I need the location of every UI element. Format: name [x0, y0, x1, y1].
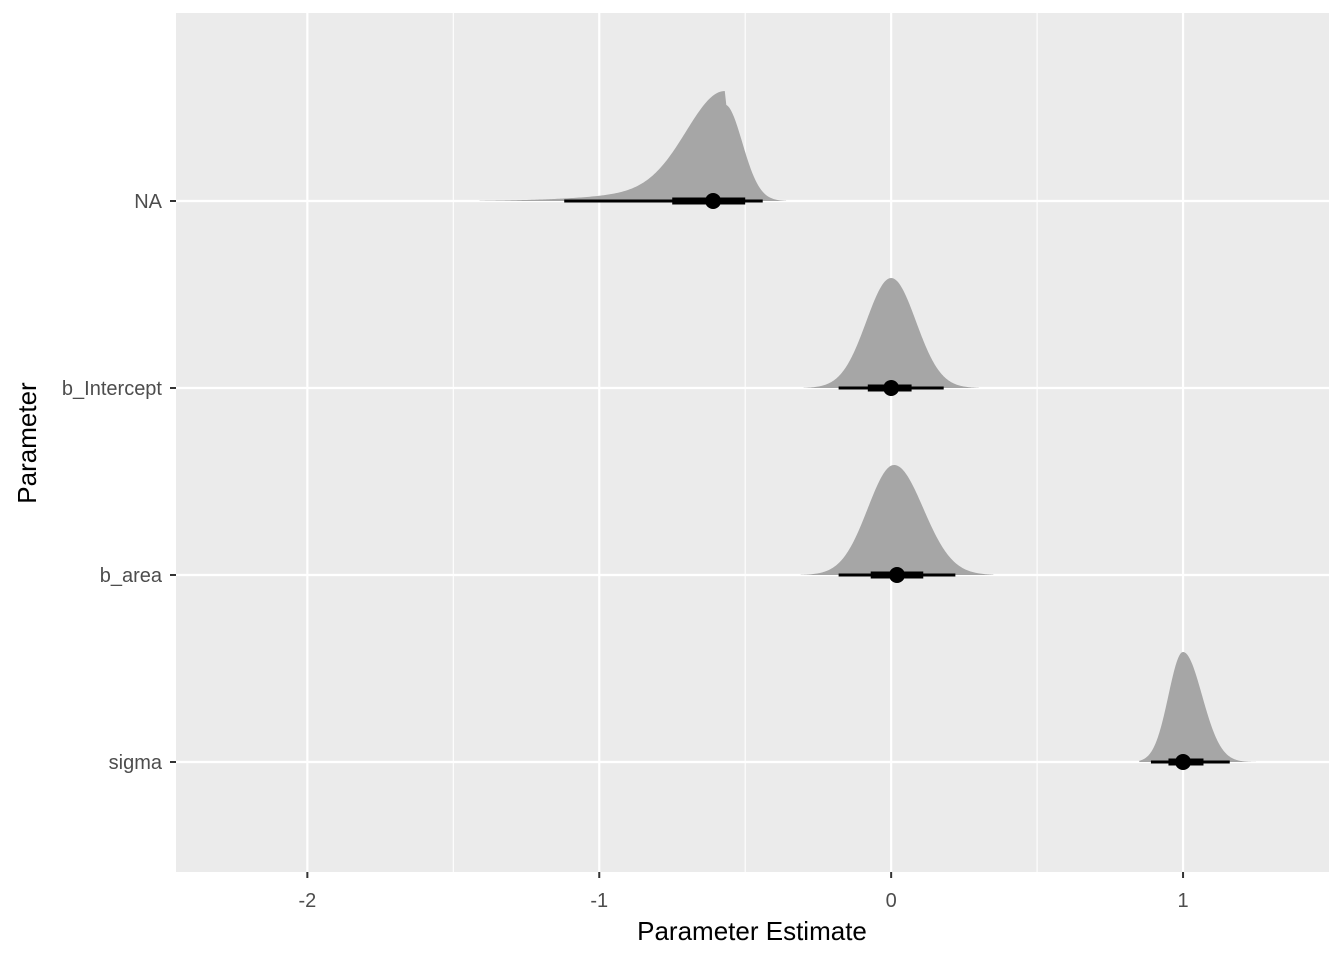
- point-estimate-NA: [705, 193, 722, 209]
- point-estimate-sigma: [1175, 754, 1192, 770]
- point-estimate-b_Intercept: [883, 380, 900, 396]
- interval-layer: [564, 193, 1230, 770]
- point-estimate-b_area: [888, 567, 905, 583]
- density-b_area: [800, 465, 994, 575]
- plot-panel: [176, 13, 1329, 872]
- density-layer: [479, 91, 1257, 762]
- y-tick-label: b_area: [100, 565, 163, 587]
- x-tick-label: -2: [298, 890, 316, 912]
- x-tick-label: 0: [886, 890, 897, 912]
- y-tick-label: b_Intercept: [62, 378, 163, 400]
- density-NA: [479, 91, 787, 201]
- x-axis-title: Parameter Estimate: [637, 916, 867, 946]
- y-tick-label: NA: [134, 191, 162, 213]
- x-tick-label: 1: [1177, 890, 1188, 912]
- x-tick-label: -1: [590, 890, 608, 912]
- density-b_Intercept: [803, 278, 979, 388]
- x-axis-ticks: -2 -1 0 1: [298, 872, 1189, 912]
- y-axis-title: Parameter: [12, 382, 42, 504]
- density-sigma: [1139, 652, 1257, 762]
- y-tick-label: sigma: [109, 752, 163, 774]
